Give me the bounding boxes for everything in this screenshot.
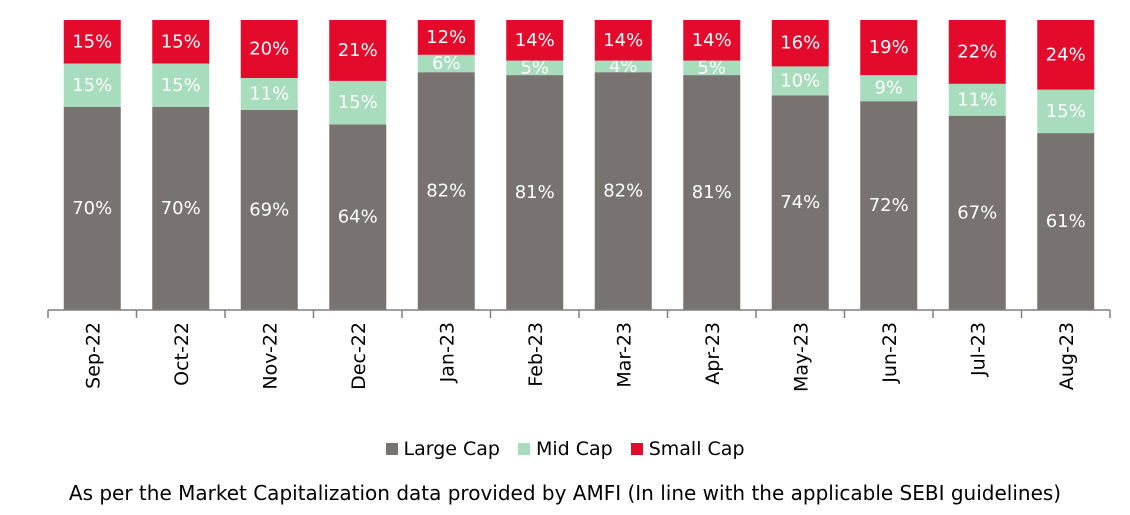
legend-label-small-cap: Small Cap [648,438,745,460]
x-tick-label-sep-22: Sep-22 [82,322,104,389]
x-tick-label-aug-23: Aug-23 [1056,322,1078,390]
x-tick-label-jun-23: Jun-23 [879,322,901,384]
bar-segment-large-cap-mar-23 [594,72,652,310]
bar-segment-small-cap-jan-23 [417,20,475,55]
bar-segment-small-cap-aug-23 [1037,20,1095,90]
bar-segment-large-cap-jul-23 [948,115,1006,310]
bar-segment-large-cap-oct-22 [152,107,210,310]
bar-segment-mid-cap-sep-22 [63,63,121,107]
bar-segment-large-cap-aug-23 [1037,133,1095,310]
bar-segment-mid-cap-jan-23 [417,54,475,73]
data-label-mid-cap-dec-22: 15% [338,92,378,113]
bar-segment-large-cap-may-23 [771,95,829,311]
data-label-small-cap-nov-22: 20% [249,39,289,60]
x-tick-label-jul-23: Jul-23 [967,322,989,377]
data-label-mid-cap-jan-23: 6% [432,53,461,74]
bar-segment-large-cap-sep-22 [63,107,121,310]
data-label-large-cap-jun-23: 72% [869,195,909,216]
x-tick-label-feb-23: Feb-23 [525,322,547,387]
data-label-large-cap-jan-23: 82% [426,181,466,202]
legend-swatch-small-cap [630,443,643,455]
bar-segment-large-cap-dec-22 [329,124,387,311]
data-label-large-cap-oct-22: 70% [161,198,201,219]
data-label-large-cap-sep-22: 70% [72,198,112,219]
bar-segment-mid-cap-aug-23 [1037,89,1095,134]
data-label-small-cap-mar-23: 14% [603,30,643,51]
bar-segment-mid-cap-apr-23 [683,60,741,76]
legend-label-mid-cap: Mid Cap [535,438,613,460]
data-label-small-cap-aug-23: 24% [1046,44,1086,65]
bar-segment-large-cap-nov-22 [240,109,298,311]
legend: Large Cap Mid Cap Small Cap [0,438,1130,460]
data-label-mid-cap-sep-22: 15% [72,75,112,96]
x-tick-label-may-23: May-23 [790,322,812,392]
data-label-mid-cap-mar-23: 4% [609,56,638,77]
bar-segment-small-cap-oct-22 [152,20,210,64]
x-tick-label-dec-22: Dec-22 [348,322,370,390]
data-label-large-cap-feb-23: 81% [515,182,555,203]
bar-segment-small-cap-apr-23 [683,20,741,61]
data-label-mid-cap-jul-23: 11% [957,89,997,110]
x-tick-label-jan-23: Jan-23 [436,322,458,383]
data-label-mid-cap-may-23: 10% [780,70,820,91]
bar-segment-small-cap-sep-22 [63,20,121,64]
bars-group: 70% 15% 15% 70% 15% 15% 69% 11% 20% 64% 15% 21% 82% 6… [63,20,1095,311]
bar-segment-large-cap-feb-23 [506,75,564,310]
data-label-mid-cap-feb-23: 5% [520,57,549,78]
bar-segment-mid-cap-mar-23 [594,60,652,73]
bar-segment-mid-cap-dec-22 [329,80,387,125]
bar-segment-small-cap-may-23 [771,20,829,67]
x-tick-label-oct-22: Oct-22 [171,322,193,386]
x-tick-label-mar-23: Mar-23 [613,322,635,388]
data-label-small-cap-sep-22: 15% [72,31,112,52]
data-label-mid-cap-oct-22: 15% [161,75,201,96]
bar-segment-large-cap-jun-23 [860,101,918,310]
data-label-large-cap-jul-23: 67% [957,202,997,223]
data-label-small-cap-jul-23: 22% [957,41,997,62]
data-label-large-cap-may-23: 74% [780,192,820,213]
bar-segment-mid-cap-nov-22 [240,78,298,110]
bar-segment-small-cap-feb-23 [506,20,564,61]
legend-item-small-cap: Small Cap [630,438,745,460]
x-tick-labels: Sep-22 Oct-22 Nov-22 Dec-22 Jan-23 Feb-23 Mar-… [82,322,1078,392]
bar-segment-mid-cap-oct-22 [152,63,210,107]
x-tick-label-nov-22: Nov-22 [259,322,281,390]
bar-segment-large-cap-apr-23 [683,75,741,310]
bar-segment-small-cap-nov-22 [240,20,298,78]
bar-segment-mid-cap-feb-23 [506,60,564,76]
bar-segment-small-cap-jul-23 [948,20,1006,84]
data-label-small-cap-may-23: 16% [780,33,820,54]
data-label-large-cap-aug-23: 61% [1046,211,1086,232]
footnote: As per the Market Capitalization data pr… [68,481,1062,505]
data-label-small-cap-jan-23: 12% [426,27,466,48]
data-label-large-cap-mar-23: 82% [603,181,643,202]
x-tick-label-apr-23: Apr-23 [702,322,724,385]
data-label-small-cap-oct-22: 15% [161,31,201,52]
stacked-bar-chart: 70% 15% 15% 70% 15% 15% 69% 11% 20% 64% 15% 21% 82% 6… [47,20,1111,392]
bar-segment-large-cap-jan-23 [417,72,475,310]
bar-segment-small-cap-mar-23 [594,20,652,61]
data-label-small-cap-jun-23: 19% [869,37,909,58]
bar-segment-mid-cap-jul-23 [948,83,1006,116]
legend-item-large-cap: Large Cap [385,438,500,460]
bar-segment-mid-cap-jun-23 [860,75,918,102]
data-label-large-cap-apr-23: 81% [692,182,732,203]
legend-swatch-large-cap [385,443,398,455]
x-axis [47,309,1111,318]
data-label-mid-cap-aug-23: 15% [1046,101,1086,122]
data-label-mid-cap-nov-22: 11% [249,83,289,104]
bar-segment-small-cap-dec-22 [329,20,387,81]
legend-label-large-cap: Large Cap [403,438,500,460]
bar-segment-mid-cap-may-23 [771,66,829,96]
data-label-large-cap-dec-22: 64% [338,207,378,228]
legend-swatch-mid-cap [517,443,530,455]
data-label-mid-cap-apr-23: 5% [697,57,726,78]
data-label-small-cap-dec-22: 21% [338,40,378,61]
data-label-large-cap-nov-22: 69% [249,199,289,220]
data-label-small-cap-feb-23: 14% [515,30,555,51]
data-label-mid-cap-jun-23: 9% [874,78,903,99]
data-label-small-cap-apr-23: 14% [692,30,732,51]
legend-item-mid-cap: Mid Cap [517,438,613,460]
bar-segment-small-cap-jun-23 [860,20,918,76]
